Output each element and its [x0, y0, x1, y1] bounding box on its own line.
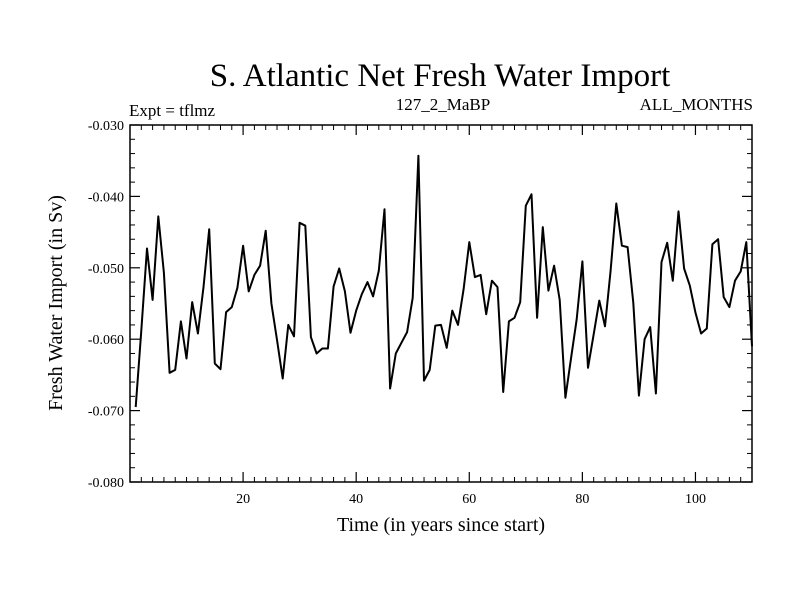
x-tick-label: 60: [462, 492, 476, 507]
axis-ticks: [130, 124, 752, 483]
axis-tick-labels: 20 40 60 80 100 -0.080 -0.070 -0.060 -0.050 -0.04…: [88, 119, 706, 507]
chart-subtitle-left: Expt = tflmz: [129, 101, 216, 120]
y-tick-label: -0.060: [88, 333, 124, 348]
chart-subtitle-center: 127_2_MaBP: [396, 95, 490, 114]
x-tick-label: 20: [236, 492, 250, 507]
chart-title: S. Atlantic Net Fresh Water Import: [210, 58, 671, 94]
chart-subtitle-right: ALL_MONTHS: [640, 95, 753, 114]
y-tick-label: -0.040: [88, 190, 124, 205]
x-tick-label: 40: [349, 492, 363, 507]
y-tick-label: -0.080: [88, 476, 124, 491]
y-tick-label: -0.070: [88, 405, 124, 420]
x-tick-label: 100: [685, 492, 706, 507]
y-axis-label: Fresh Water Import (in Sv): [45, 195, 67, 411]
y-tick-label: -0.030: [88, 119, 124, 134]
y-tick-label: -0.050: [88, 262, 124, 277]
plot-frame: [129, 124, 753, 483]
x-tick-label: 80: [575, 492, 589, 507]
x-axis-label: Time (in years since start): [337, 514, 545, 536]
series-line: [134, 154, 753, 408]
